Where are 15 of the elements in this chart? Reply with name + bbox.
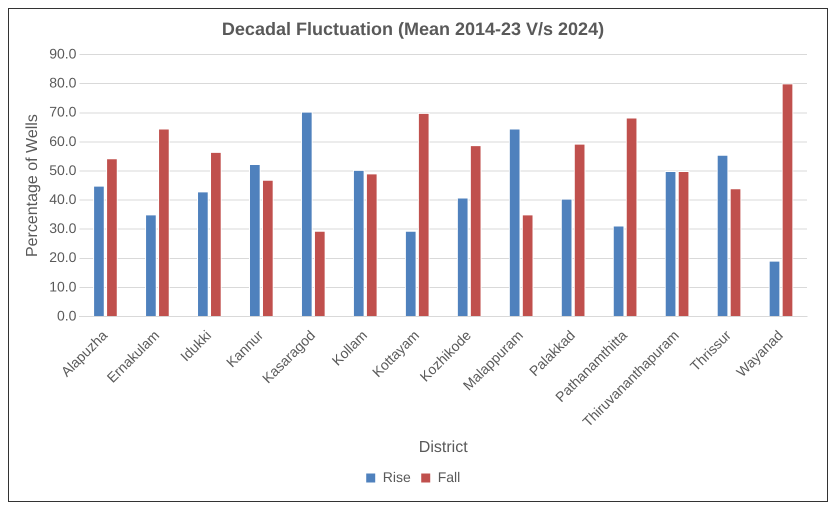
y-tick-label: 50.0 <box>49 162 77 178</box>
legend-label: Rise <box>382 468 411 485</box>
y-tick-label: 30.0 <box>49 220 77 236</box>
chart-title: Decadal Fluctuation (Mean 2014-23 V/s 2024) <box>222 18 604 39</box>
y-tick-label: 40.0 <box>49 191 77 207</box>
y-tick-label: 60.0 <box>49 132 77 149</box>
y-tick-label: 10.0 <box>49 278 77 294</box>
y-tick-label: 80.0 <box>49 74 77 91</box>
y-axis-title: Percentage of Wells <box>24 114 42 258</box>
y-tick-label: 90.0 <box>49 45 77 62</box>
legend-label: Fall <box>438 468 460 485</box>
y-tick-label: 20.0 <box>49 249 77 266</box>
y-tick-label: 0.0 <box>56 307 77 324</box>
x-axis-title: District <box>418 438 468 456</box>
y-tick-label: 70.0 <box>49 104 77 120</box>
